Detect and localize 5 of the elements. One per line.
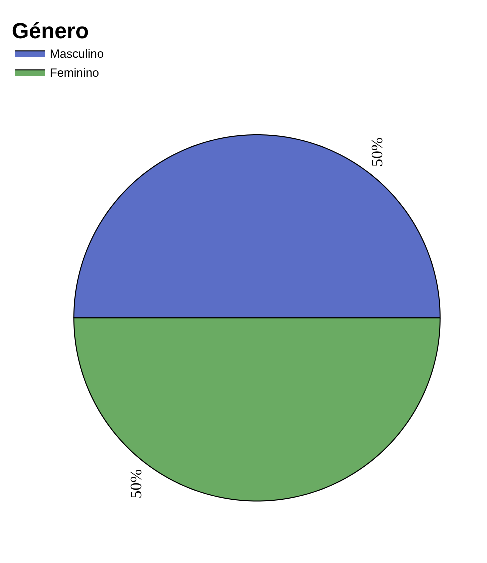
legend-title: Género (12, 18, 90, 44)
data-label: 50% (370, 138, 387, 167)
legend-label: Feminino (50, 66, 100, 80)
legend-label: Masculino (50, 46, 104, 61)
data-label: 50% (128, 469, 146, 499)
